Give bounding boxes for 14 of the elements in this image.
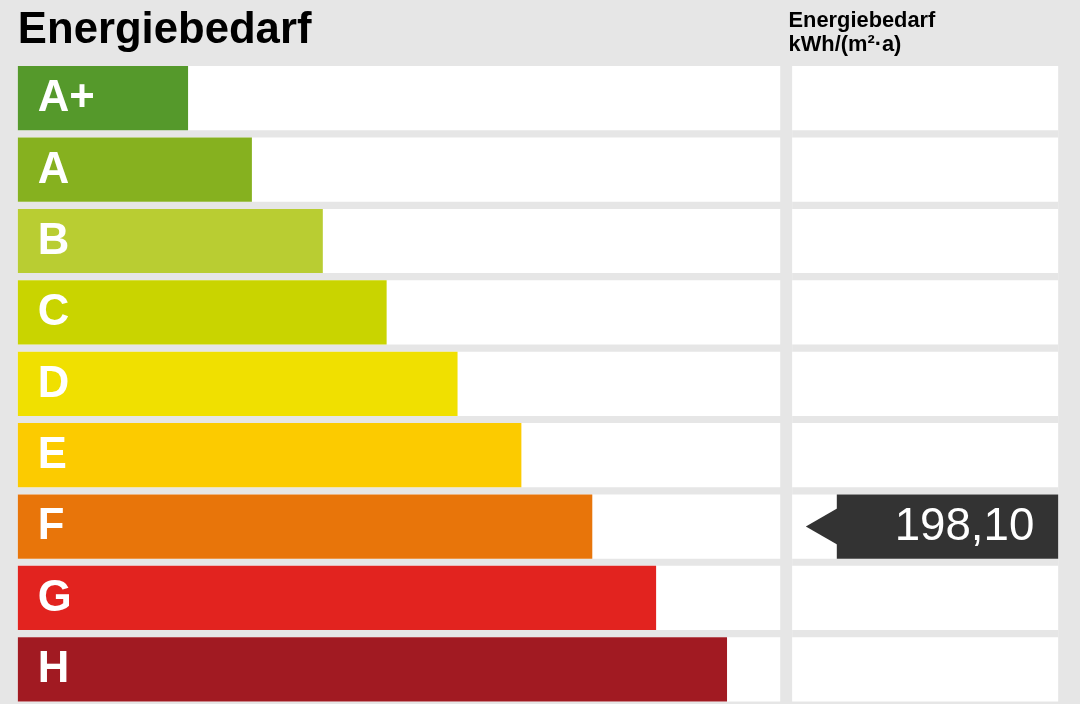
y-tick-label: H [37, 642, 70, 692]
y-tick-label: A+ [37, 71, 95, 121]
y-tick-label: C [37, 285, 70, 335]
y-tick-label: B [37, 213, 70, 263]
data-label: 198,10 [894, 499, 1035, 551]
bar [17, 66, 189, 131]
y-tick-label: D [37, 356, 70, 406]
chart-title: Energiebedarf [17, 3, 312, 53]
y-tick-label: F [37, 499, 65, 549]
y-tick-label: E [37, 428, 67, 478]
bar [17, 137, 252, 202]
text: Energiebedarf kWh/(m²·a) [788, 7, 937, 57]
y-tick-label: A [37, 142, 70, 192]
y-tick-label: G [37, 570, 72, 620]
